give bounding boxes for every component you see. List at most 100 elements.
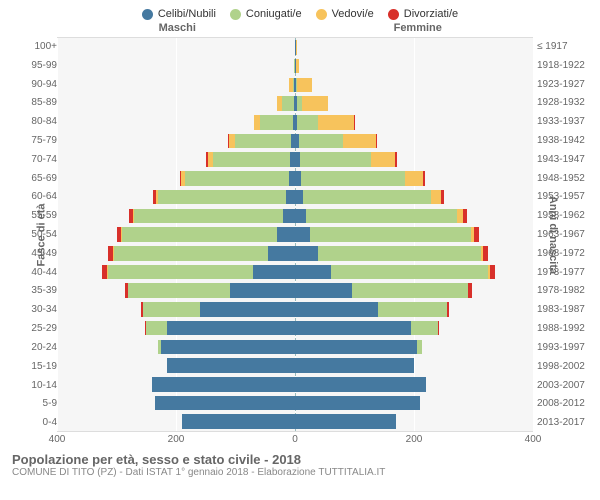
bar-row [57,356,533,375]
female-bar [295,171,533,186]
bar-row [57,169,533,188]
age-tick: 30-34 [12,300,57,319]
bar-row [57,225,533,244]
male-bar [57,396,295,411]
bar-row [57,412,533,431]
year-tick: 1943-1947 [537,150,588,169]
female-bar [295,227,533,242]
female-bar [295,152,533,167]
bar-row [57,319,533,338]
bar-row [57,263,533,282]
female-bar [295,283,533,298]
bar-row [57,281,533,300]
y-axis-years: ≤ 19171918-19221923-19271928-19321933-19… [533,37,588,432]
plot-area: Fasce di età 100+95-9990-9485-8980-8475-… [12,37,588,432]
bar-row [57,57,533,76]
year-tick: 1953-1957 [537,188,588,207]
year-tick: 1983-1987 [537,300,588,319]
female-bar [295,134,533,149]
male-bar [57,321,295,336]
year-tick: 1938-1942 [537,131,588,150]
female-bar [295,358,533,373]
age-tick: 15-19 [12,357,57,376]
male-bar [57,171,295,186]
year-tick: 1978-1982 [537,282,588,301]
legend-swatch [388,9,399,20]
chart-title: Popolazione per età, sesso e stato civil… [12,452,588,467]
year-tick: 1973-1977 [537,263,588,282]
male-bar [57,134,295,149]
female-label: Femmine [298,22,589,34]
male-bar [57,246,295,261]
bar-row [57,113,533,132]
legend-item: Coniugati/e [230,8,302,20]
female-bar [295,209,533,224]
legend-label: Vedovi/e [332,8,374,20]
male-bar [57,227,295,242]
age-tick: 5-9 [12,394,57,413]
bar-row [57,338,533,357]
year-tick: 1933-1937 [537,112,588,131]
male-bar [57,265,295,280]
legend: Celibi/Nubili Coniugati/e Vedovi/e Divorzia… [12,8,588,20]
chart-subtitle: COMUNE DI TITO (PZ) - Dati ISTAT 1° genn… [12,467,588,478]
x-tick: 200 [406,434,423,445]
y-axis-left-label: Fasce di età [35,203,47,266]
male-bar [57,115,295,130]
legend-item: Vedovi/e [316,8,374,20]
female-bar [295,321,533,336]
male-bar [57,414,295,429]
age-tick: 35-39 [12,282,57,301]
rows [57,38,533,431]
male-bar [57,302,295,317]
female-bar [295,414,533,429]
year-tick: 1923-1927 [537,75,588,94]
male-bar [57,209,295,224]
female-bar [295,246,533,261]
year-tick: 1948-1952 [537,169,588,188]
male-bar [57,340,295,355]
bar-row [57,206,533,225]
x-ticks: 4002000200400 [57,434,533,448]
gender-labels: Maschi Femmine [12,22,588,34]
female-bar [295,96,533,111]
x-tick: 400 [525,434,542,445]
year-tick: 1993-1997 [537,338,588,357]
legend-label: Divorziati/e [404,8,458,20]
male-bar [57,59,295,74]
age-tick: 25-29 [12,319,57,338]
female-bar [295,115,533,130]
bar-row [57,150,533,169]
bar-row [57,38,533,57]
bar-row [57,244,533,263]
x-tick: 0 [292,434,298,445]
age-tick: 100+ [12,37,57,56]
year-tick: ≤ 1917 [537,37,588,56]
year-tick: 1988-1992 [537,319,588,338]
bar-row [57,188,533,207]
age-tick: 0-4 [12,413,57,432]
female-bar [295,340,533,355]
legend-item: Divorziati/e [388,8,458,20]
age-tick: 90-94 [12,75,57,94]
male-bar [57,283,295,298]
female-bar [295,302,533,317]
footer: Popolazione per età, sesso e stato civil… [12,452,588,478]
male-bar [57,358,295,373]
year-tick: 2008-2012 [537,394,588,413]
male-bar [57,96,295,111]
bar-row [57,375,533,394]
bars-area [57,37,533,432]
age-tick: 65-69 [12,169,57,188]
legend-item: Celibi/Nubili [142,8,216,20]
age-tick: 95-99 [12,56,57,75]
age-tick: 20-24 [12,338,57,357]
female-bar [295,265,533,280]
year-tick: 2013-2017 [537,413,588,432]
year-tick: 2003-2007 [537,376,588,395]
year-tick: 1958-1962 [537,206,588,225]
female-bar [295,78,533,93]
male-bar [57,152,295,167]
year-tick: 1918-1922 [537,56,588,75]
male-bar [57,190,295,205]
